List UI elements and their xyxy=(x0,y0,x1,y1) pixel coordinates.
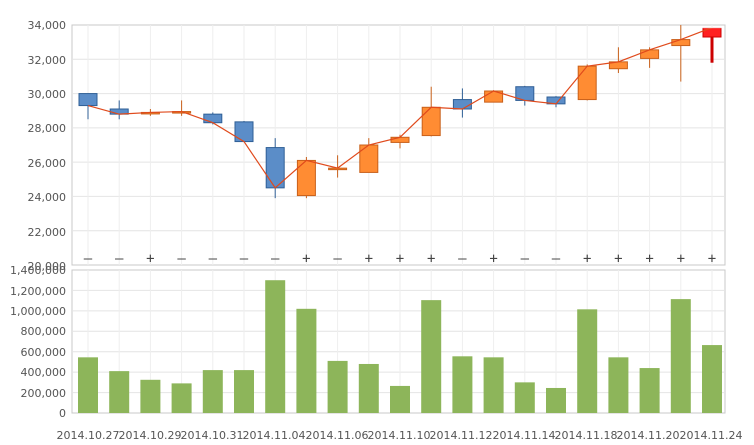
date-label: 2014.11.14 xyxy=(493,429,556,442)
volume-bar xyxy=(546,387,566,413)
price-panel: 34,000 32,000 30,000 28,000 26,000 24,00… xyxy=(28,19,726,273)
price-y-tick: 24,000 xyxy=(28,191,67,204)
price-y-tick: 30,000 xyxy=(28,88,67,101)
price-y-tick: 34,000 xyxy=(28,19,67,32)
volume-bar xyxy=(296,308,317,413)
candle-body xyxy=(421,106,441,137)
change-sign: — xyxy=(271,251,280,267)
volume-bar xyxy=(327,360,348,413)
candle-body xyxy=(640,49,660,59)
date-label: 2014.11.20 xyxy=(617,429,680,442)
change-sign: + xyxy=(614,251,622,267)
price-y-tick: 28,000 xyxy=(28,122,67,135)
date-label: 2014.10.27 xyxy=(57,429,120,442)
volume-bar xyxy=(452,356,473,413)
date-label: 2014.10.31 xyxy=(181,429,244,442)
change-sign: — xyxy=(458,251,467,267)
volume-bar xyxy=(109,371,130,413)
change-sign: + xyxy=(677,251,685,267)
volume-bar xyxy=(171,383,192,413)
change-sign: — xyxy=(177,251,186,267)
price-y-axis: 34,000 32,000 30,000 28,000 26,000 24,00… xyxy=(28,19,67,273)
candle-body xyxy=(234,121,254,143)
date-label: 2014.11.10 xyxy=(368,429,431,442)
close-line-path xyxy=(87,27,713,189)
volume-panel: 1,400,000 1,200,000 1,000,000 800,000 60… xyxy=(10,264,726,420)
change-sign: + xyxy=(302,251,310,267)
change-sign: + xyxy=(396,251,404,267)
date-label: 2014.11.06 xyxy=(306,429,369,442)
volume-bar xyxy=(577,309,598,413)
volume-bar xyxy=(608,357,629,413)
volume-y-tick: 800,000 xyxy=(21,325,67,338)
candle-body xyxy=(203,113,223,124)
date-label: 2014.10.29 xyxy=(119,429,182,442)
change-sign: — xyxy=(333,251,342,267)
date-axis: 2014.10.27 2014.10.29 2014.10.31 2014.11… xyxy=(57,429,743,442)
price-y-tick: 26,000 xyxy=(28,157,67,170)
volume-bars xyxy=(78,280,722,413)
change-sign: + xyxy=(708,251,716,267)
volume-bar xyxy=(202,370,223,413)
date-label: 2014.11.24 xyxy=(680,429,743,442)
volume-bar xyxy=(390,385,410,413)
volume-y-tick: 1,000,000 xyxy=(10,305,66,318)
change-sign: + xyxy=(645,251,653,267)
volume-bar xyxy=(639,368,660,413)
volume-bar xyxy=(358,363,379,413)
price-y-tick: 32,000 xyxy=(28,54,67,67)
volume-bar xyxy=(702,345,722,413)
change-sign: — xyxy=(84,251,93,267)
date-label: 2014.11.12 xyxy=(430,429,493,442)
volume-bar xyxy=(421,300,442,413)
close-price-line xyxy=(87,27,722,189)
candle-body xyxy=(390,136,410,143)
change-sign: + xyxy=(583,251,591,267)
volume-y-tick: 0 xyxy=(59,407,66,420)
change-sign: — xyxy=(552,251,561,267)
change-sign: + xyxy=(146,251,154,267)
candle-body xyxy=(702,27,722,38)
change-sign: — xyxy=(521,251,530,267)
volume-bar xyxy=(483,357,504,413)
change-signs: — — + — — — — + — + + + — + — — + + + + + xyxy=(84,251,716,267)
volume-y-tick: 200,000 xyxy=(21,387,67,400)
candle-body xyxy=(452,99,472,110)
price-y-tick: 22,000 xyxy=(28,226,67,239)
volume-y-tick: 400,000 xyxy=(21,366,67,379)
volume-y-axis: 1,400,000 1,200,000 1,000,000 800,000 60… xyxy=(10,264,66,420)
date-label: 2014.11.04 xyxy=(243,429,306,442)
volume-bar xyxy=(514,382,535,413)
volume-bar xyxy=(265,280,286,413)
change-sign: + xyxy=(489,251,497,267)
change-sign: + xyxy=(365,251,373,267)
candle-body xyxy=(577,65,597,101)
volume-y-tick: 1,200,000 xyxy=(10,285,66,298)
price-y-tick: 20,000 xyxy=(28,260,67,273)
volume-bar xyxy=(670,299,691,413)
change-sign: — xyxy=(115,251,124,267)
volume-bar xyxy=(234,370,254,413)
change-sign: + xyxy=(427,251,435,267)
price-plot-border xyxy=(71,24,726,266)
volume-bar xyxy=(78,357,98,413)
change-sign: — xyxy=(240,251,249,267)
volume-y-tick: 1,400,000 xyxy=(10,264,66,277)
date-label: 2014.11.18 xyxy=(555,429,618,442)
candle-body xyxy=(78,93,98,107)
candlesticks xyxy=(78,25,722,199)
change-sign: — xyxy=(209,251,218,267)
candle-body xyxy=(671,39,691,47)
volume-y-tick: 600,000 xyxy=(21,346,67,359)
volume-bar xyxy=(140,379,161,413)
